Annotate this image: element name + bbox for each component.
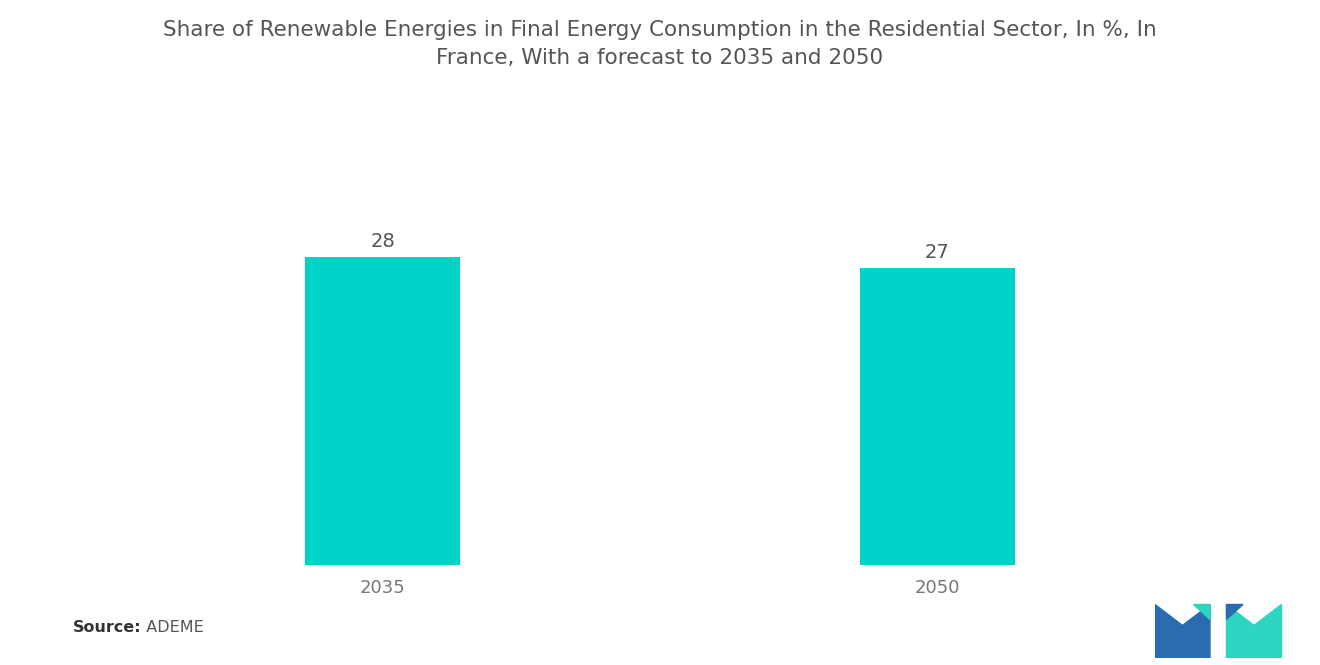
Text: ADEME: ADEME — [136, 620, 203, 635]
Text: 28: 28 — [371, 232, 395, 251]
Polygon shape — [1226, 604, 1282, 658]
Text: Source:: Source: — [73, 620, 141, 635]
Polygon shape — [1193, 604, 1210, 620]
Bar — [305, 257, 461, 565]
Text: 27: 27 — [925, 243, 949, 262]
Polygon shape — [1226, 604, 1243, 620]
Polygon shape — [1155, 604, 1210, 658]
Text: Share of Renewable Energies in Final Energy Consumption in the Residential Secto: Share of Renewable Energies in Final Ene… — [164, 20, 1156, 68]
Bar — [859, 268, 1015, 565]
